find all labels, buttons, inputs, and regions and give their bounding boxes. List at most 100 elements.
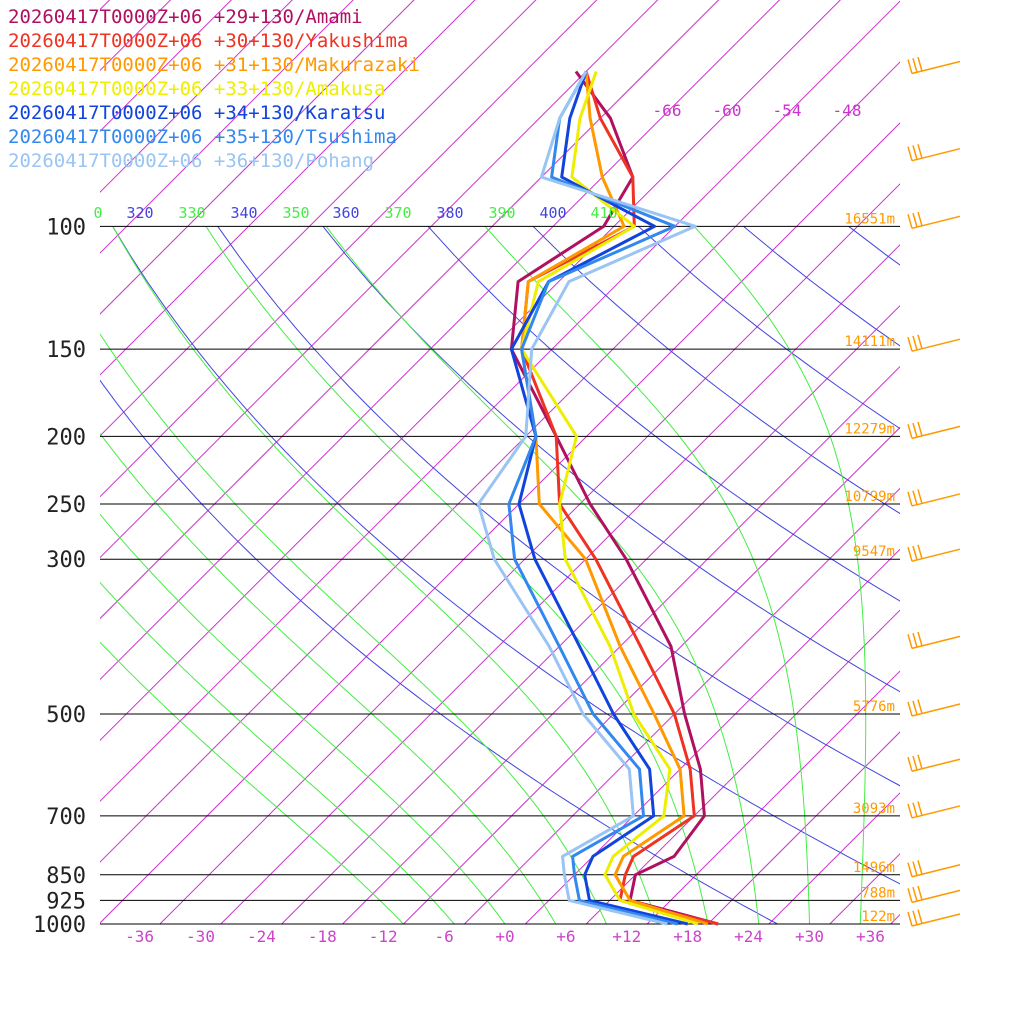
theta-label: 320 bbox=[126, 204, 153, 222]
pressure-tick-label: 925 bbox=[46, 889, 86, 914]
wind-barb-staff bbox=[911, 60, 961, 75]
wind-barb-staff bbox=[911, 913, 961, 927]
pressure-tick-label: 850 bbox=[46, 864, 86, 889]
wind-barb-flag bbox=[912, 861, 918, 876]
wind-barb-flag bbox=[912, 545, 918, 561]
wind-barb-staff bbox=[911, 425, 961, 440]
temperature-tick-label: -18 bbox=[308, 927, 337, 946]
wind-barb-staff bbox=[911, 635, 961, 650]
height-label: 788m bbox=[861, 885, 895, 901]
wind-barb bbox=[907, 631, 961, 650]
wind-barb-flag bbox=[917, 421, 923, 437]
wind-barb-flag bbox=[912, 755, 918, 771]
theta-label: 360 bbox=[332, 204, 359, 222]
height-label: 14111m bbox=[844, 334, 895, 350]
isotherm-line bbox=[100, 0, 233, 133]
series-line bbox=[509, 71, 689, 926]
wind-barb-staff bbox=[911, 147, 961, 162]
height-label: 10799m bbox=[844, 489, 895, 505]
temperature-tick-label: +30 bbox=[795, 927, 824, 946]
wind-barb-flag bbox=[912, 802, 918, 817]
wind-barb-flag bbox=[907, 424, 913, 439]
temperature-tick-label: +0 bbox=[495, 927, 514, 946]
legend-entry: 20260417T0000Z+06 +29+130/Amami bbox=[8, 6, 363, 28]
height-label: 16551m bbox=[844, 211, 895, 227]
isotherm-line bbox=[952, 0, 1024, 924]
pressure-tick-label: 1000 bbox=[33, 913, 86, 938]
wind-barb-flag bbox=[907, 757, 913, 772]
wind-barb-flag bbox=[917, 334, 923, 349]
temperature-tick-label: +36 bbox=[856, 927, 885, 946]
isotherm-line bbox=[585, 609, 900, 924]
wind-barb bbox=[907, 860, 961, 878]
isotherm-line bbox=[768, 792, 900, 924]
wind-barb bbox=[907, 211, 961, 230]
wind-barb-flag bbox=[907, 701, 913, 717]
wind-barb bbox=[907, 754, 961, 772]
isotherm-line bbox=[890, 913, 900, 924]
legend-entry: 20260417T0000Z+06 +36+130/Pohang bbox=[8, 150, 375, 172]
wind-barb bbox=[907, 144, 961, 162]
isotherm-line bbox=[707, 731, 900, 924]
isobars bbox=[100, 225, 900, 925]
theta-label: 380 bbox=[436, 204, 463, 222]
height-label: 1496m bbox=[853, 860, 895, 876]
theta-label: 400 bbox=[539, 204, 566, 222]
wind-barb-flag bbox=[917, 211, 923, 227]
isotherm-line bbox=[100, 0, 476, 376]
theta-label: 350 bbox=[282, 204, 309, 222]
theta-label: 370 bbox=[384, 204, 411, 222]
temperature-tick-label: +6 bbox=[556, 927, 575, 946]
temperature-tick-label: -6 bbox=[434, 927, 453, 946]
wind-barb-flag bbox=[907, 491, 913, 507]
isotherm-line bbox=[100, 0, 415, 315]
temperature-tick-label: -30 bbox=[186, 927, 215, 946]
isotherm-line bbox=[464, 487, 900, 924]
wind-barb-staff bbox=[911, 338, 961, 352]
wind-barb-flag bbox=[907, 634, 913, 649]
height-label: 3093m bbox=[853, 801, 895, 817]
wind-barb bbox=[907, 699, 961, 717]
isotherm-line bbox=[1013, 0, 1024, 924]
wind-barb-flag bbox=[917, 801, 923, 816]
dry-adiabat-line bbox=[532, 225, 900, 515]
series-line bbox=[507, 70, 678, 926]
wind-barb-staff bbox=[911, 805, 961, 819]
wind-barb bbox=[907, 489, 961, 507]
moist-adiabat-line bbox=[962, 226, 1024, 924]
series-line bbox=[476, 70, 697, 926]
dry-adiabat-line bbox=[637, 225, 900, 430]
wind-barb-flag bbox=[912, 700, 918, 715]
wind-barb-staff bbox=[911, 493, 961, 507]
wind-barb-flag bbox=[917, 885, 923, 901]
dry-adiabat-line bbox=[954, 226, 1024, 924]
wind-barb-flag bbox=[907, 911, 913, 927]
wind-barb-flag bbox=[907, 546, 913, 562]
isotherm-line bbox=[100, 0, 537, 437]
theta-label: 330 bbox=[178, 204, 205, 222]
legend-entry: 20260417T0000Z+06 +35+130/Tsushima bbox=[8, 126, 397, 148]
dry-adiabat-line bbox=[100, 379, 778, 924]
isotherm-line bbox=[403, 426, 900, 924]
legend-entry: 20260417T0000Z+06 +30+130/Yakushima bbox=[8, 30, 409, 52]
sounding-profiles bbox=[476, 70, 719, 926]
temperature-tick-label: +12 bbox=[612, 927, 641, 946]
moist-adiabat-line bbox=[112, 226, 658, 924]
isotherm-label: -48 bbox=[833, 101, 862, 120]
legend-entry: 20260417T0000Z+06 +34+130/Karatsu bbox=[8, 102, 386, 124]
wind-barb bbox=[907, 334, 961, 352]
pressure-tick-label: 300 bbox=[46, 548, 86, 573]
pressure-tick-label: 150 bbox=[46, 338, 86, 363]
moist-adiabat-line bbox=[911, 226, 949, 924]
isotherm-label: -60 bbox=[713, 101, 742, 120]
dry-adiabat-line bbox=[322, 225, 900, 693]
wind-barb-staff bbox=[911, 548, 961, 562]
pressure-tick-label: 500 bbox=[46, 703, 86, 728]
isotherm-label: -66 bbox=[653, 101, 682, 120]
wind-barb-flag bbox=[912, 145, 918, 160]
wind-barb-flag bbox=[912, 335, 918, 351]
wind-barb-flag bbox=[912, 910, 918, 926]
wind-barbs bbox=[907, 56, 961, 927]
